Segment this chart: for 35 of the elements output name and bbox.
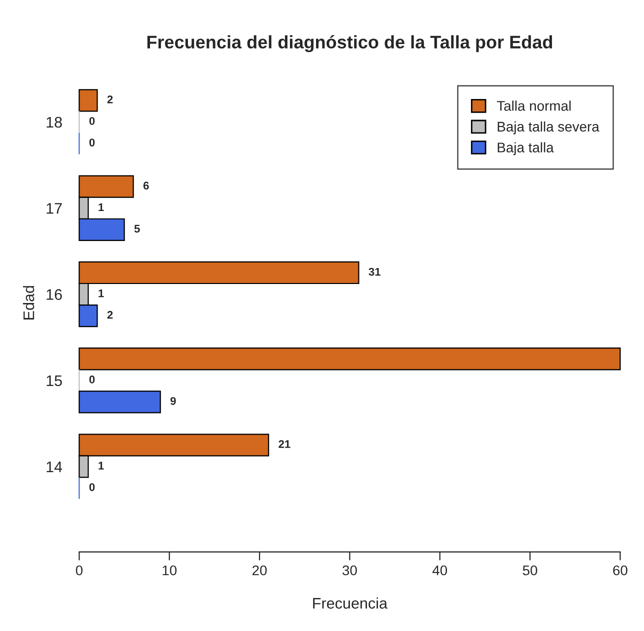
data-label: 2 (107, 310, 113, 319)
data-label: 0 (89, 376, 95, 384)
data-label: 6 (143, 182, 149, 190)
data-label: 0 (89, 117, 95, 125)
x-tick-label: 50 (522, 565, 538, 576)
data-label: 5 (134, 224, 140, 233)
x-tick-label: 60 (613, 565, 628, 576)
y-tick-label: 18 (46, 116, 62, 128)
legend-label: Baja talla severa (498, 121, 600, 134)
y-axis-title: Edad (22, 286, 34, 320)
data-label: 31 (368, 268, 380, 276)
bar (78, 89, 98, 112)
data-label: 2 (107, 96, 113, 104)
x-axis-title: Frecuencia (313, 597, 388, 609)
y-tick-label: 15 (46, 375, 62, 386)
legend-label: Baja talla (498, 142, 554, 156)
x-tick-label: 20 (252, 565, 267, 576)
x-tick-label: 40 (432, 565, 448, 576)
data-label: 0 (89, 483, 95, 492)
data-label: 0 (89, 138, 95, 146)
x-tick-label: 10 (162, 565, 177, 576)
legend-label: Talla normal (496, 100, 571, 111)
x-tick-label: 30 (342, 565, 357, 576)
bar (78, 348, 621, 370)
y-tick-label: 14 (46, 462, 62, 472)
bar (78, 390, 161, 414)
y-tick-label: 17 (46, 203, 62, 214)
y-tick-label: 16 (46, 289, 62, 300)
data-label: 1 (98, 203, 104, 211)
data-label: 1 (98, 462, 104, 470)
x-tick-label: 0 (76, 565, 83, 576)
data-label: 9 (170, 397, 176, 405)
data-label: 21 (278, 440, 290, 448)
chart-title: Frecuencia del diagnóstico de la Talla por Edad (147, 35, 552, 52)
data-label: 1 (98, 289, 104, 298)
